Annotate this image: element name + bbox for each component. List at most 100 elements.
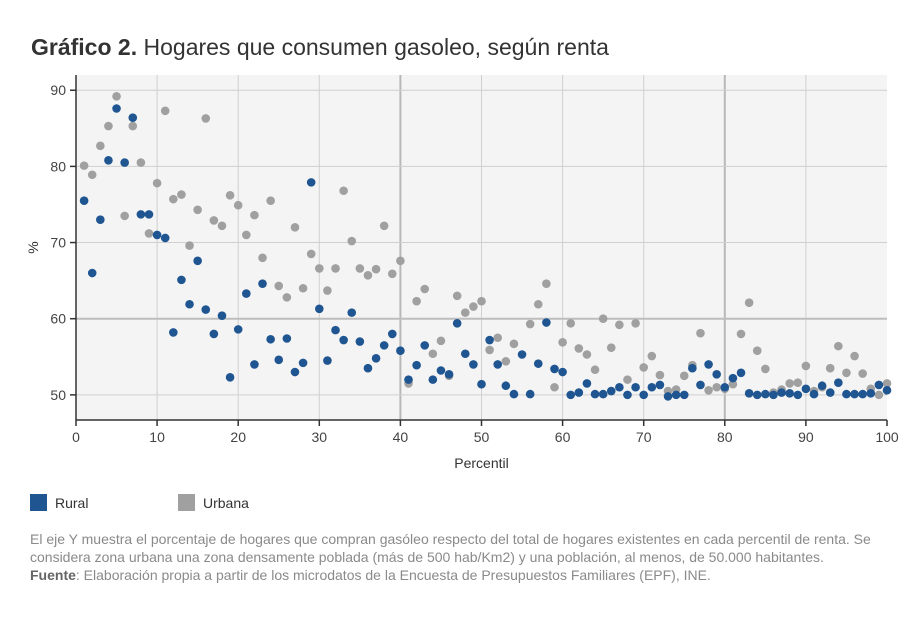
point-rural	[712, 370, 721, 379]
point-rural	[250, 360, 259, 369]
point-rural	[242, 289, 251, 298]
x-tick-label: 0	[72, 429, 80, 445]
y-axis-label: %	[25, 241, 41, 253]
scatter-chart: 0 10 20 30 40 50 60 70 80 90 100 50 60 70 80 90 Percenti…	[25, 75, 899, 471]
point-rural	[136, 210, 146, 219]
point-urbana	[306, 249, 316, 259]
y-tick-label: 80	[50, 158, 66, 174]
legend-swatch-urbana	[178, 494, 195, 511]
point-rural	[606, 386, 616, 396]
point-urbana	[112, 92, 121, 101]
point-rural	[850, 389, 859, 399]
point-rural	[809, 389, 819, 399]
point-urbana	[79, 161, 89, 170]
point-rural	[550, 364, 559, 374]
point-rural	[363, 363, 373, 373]
legend-label: Rural	[55, 494, 89, 511]
point-urbana	[387, 269, 397, 279]
point-rural	[477, 379, 486, 389]
point-rural	[615, 382, 624, 392]
point-urbana	[712, 382, 721, 392]
point-urbana	[639, 363, 648, 372]
point-rural	[525, 389, 535, 399]
point-rural	[290, 367, 300, 377]
point-rural	[201, 305, 211, 314]
point-rural	[769, 390, 778, 400]
point-rural	[866, 389, 876, 398]
point-rural	[96, 215, 105, 225]
point-urbana	[615, 320, 624, 330]
point-rural	[501, 381, 511, 391]
x-tick-label: 90	[798, 429, 814, 445]
point-urbana	[396, 256, 405, 266]
point-urbana	[542, 279, 551, 288]
point-rural	[566, 390, 576, 400]
point-urbana	[258, 253, 267, 263]
point-rural	[404, 375, 413, 384]
point-rural	[379, 341, 389, 350]
point-urbana	[209, 216, 219, 225]
point-rural	[258, 279, 267, 288]
point-rural	[655, 380, 665, 390]
point-urbana	[761, 364, 770, 374]
x-tick-label: 30	[312, 429, 328, 445]
point-rural	[631, 382, 640, 392]
point-urbana	[801, 361, 811, 371]
title-number: Gráfico 2.	[31, 34, 138, 60]
point-rural	[371, 354, 381, 363]
point-rural	[128, 113, 138, 122]
point-rural	[582, 379, 592, 388]
point-urbana	[379, 221, 389, 231]
point-urbana	[623, 375, 632, 384]
point-rural	[282, 334, 292, 343]
y-tick-label: 60	[50, 311, 66, 327]
point-urbana	[696, 328, 705, 338]
chart-note: El eje Y muestra el porcentaje de hogare…	[30, 530, 880, 584]
point-rural	[452, 318, 462, 328]
legend-urbana: Urbana	[178, 494, 249, 511]
point-urbana	[744, 298, 754, 308]
point-urbana	[323, 286, 332, 295]
point-urbana	[704, 385, 713, 395]
point-urbana	[590, 365, 600, 375]
point-rural	[274, 355, 284, 365]
x-tick-label: 50	[474, 429, 490, 445]
point-urbana	[152, 178, 162, 188]
point-urbana	[558, 338, 567, 347]
point-urbana	[225, 191, 235, 200]
point-urbana	[371, 264, 381, 274]
point-urbana	[185, 241, 194, 250]
note-text: El eje Y muestra el porcentaje de hogare…	[30, 531, 871, 565]
point-rural	[744, 389, 754, 398]
point-rural	[428, 375, 438, 384]
point-rural	[396, 346, 405, 355]
point-urbana	[477, 296, 486, 306]
point-urbana	[647, 351, 657, 361]
point-rural	[104, 155, 113, 165]
point-rural	[882, 385, 892, 395]
point-rural	[412, 360, 421, 370]
point-urbana	[793, 378, 803, 387]
point-urbana	[631, 318, 640, 328]
point-urbana	[363, 270, 373, 280]
point-urbana	[250, 210, 259, 220]
point-urbana	[533, 299, 543, 309]
point-urbana	[144, 229, 154, 238]
point-urbana	[290, 223, 300, 232]
point-rural	[574, 388, 584, 397]
point-rural	[639, 390, 648, 400]
point-urbana	[550, 382, 559, 392]
point-rural	[444, 370, 454, 379]
point-rural	[704, 360, 713, 369]
point-rural	[323, 356, 332, 365]
point-rural	[266, 334, 275, 344]
point-rural	[436, 366, 446, 375]
point-rural	[834, 378, 843, 387]
point-urbana	[217, 221, 227, 231]
point-urbana	[87, 170, 97, 180]
point-urbana	[136, 158, 146, 167]
legend-swatch-rural	[30, 494, 47, 511]
x-axis-label: Percentil	[454, 455, 508, 471]
point-urbana	[785, 379, 794, 388]
point-urbana	[525, 319, 535, 329]
